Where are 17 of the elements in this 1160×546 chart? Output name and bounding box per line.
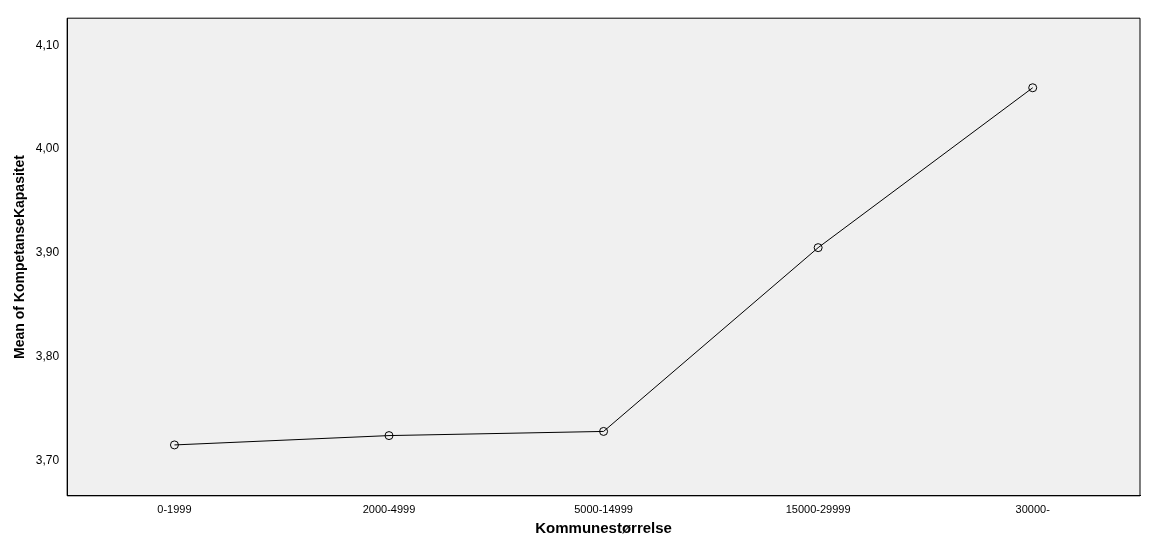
y-tick-label: 4,10 (35, 37, 60, 52)
y-axis-title: Mean of KompetanseKapasitet (11, 154, 28, 359)
x-axis-title: Kommunestørrelse (535, 519, 672, 537)
y-tick-label: 4,00 (35, 141, 60, 156)
x-tick-label: 5000-14999 (574, 503, 633, 516)
x-tick-label: 15000-29999 (785, 503, 851, 516)
point (169, 440, 179, 450)
point (1028, 83, 1038, 93)
x-tick-label: 30000- (1015, 503, 1051, 516)
x-tick-label: 0-1999 (157, 503, 192, 516)
y-tick-label: 3,80 (35, 348, 60, 363)
point (813, 243, 823, 253)
y-tick-label: 3,70 (35, 452, 60, 467)
point (384, 431, 394, 441)
point (599, 426, 609, 436)
y-tick-label: 3,90 (35, 245, 60, 260)
x-tick-label: 2000-4999 (362, 503, 416, 516)
